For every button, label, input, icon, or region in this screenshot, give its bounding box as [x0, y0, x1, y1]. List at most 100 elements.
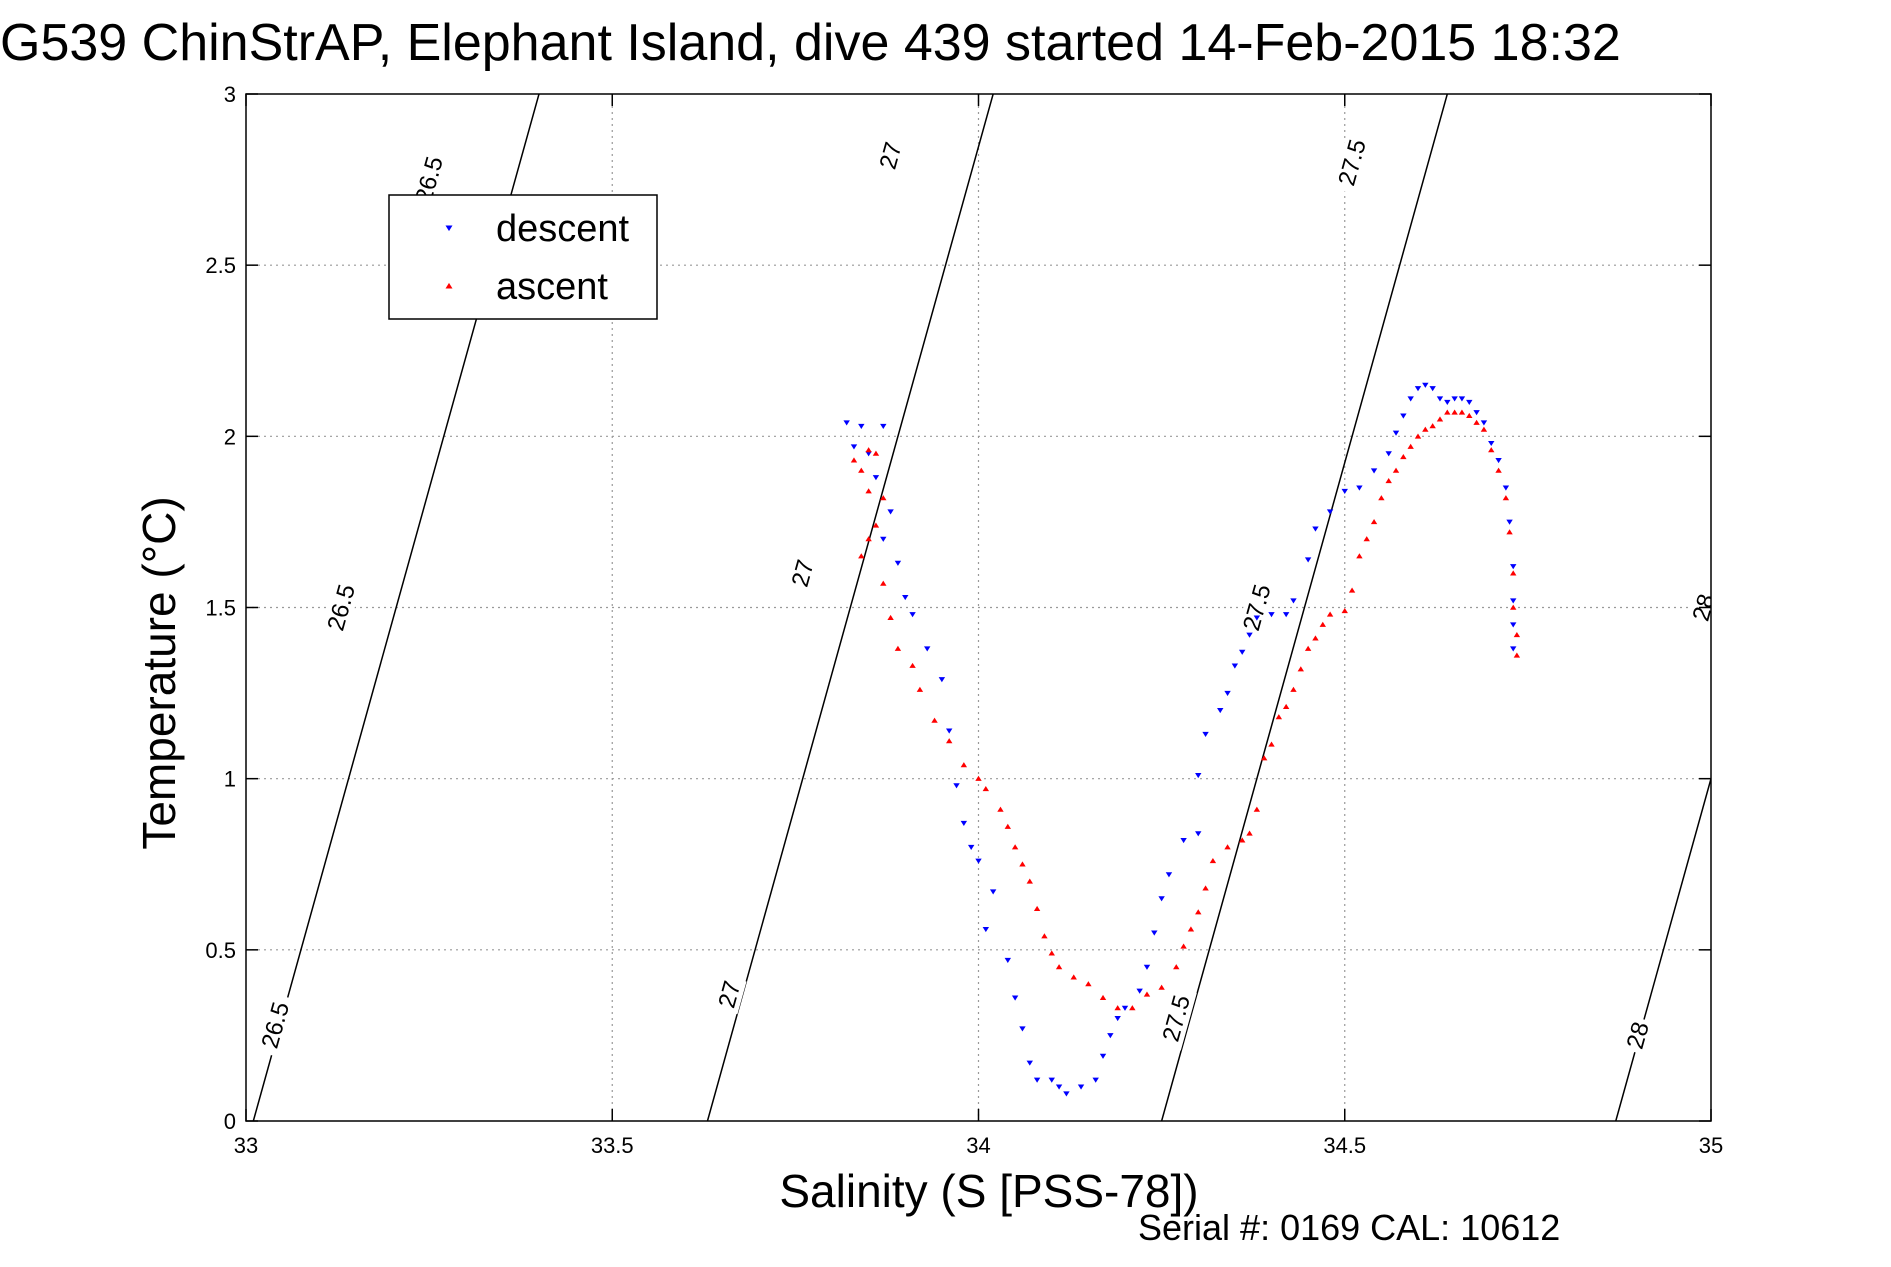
density-contour-28 — [1615, 775, 1711, 1121]
ascent-point — [865, 447, 872, 453]
descent-point — [1121, 1005, 1129, 1011]
ascent-point — [850, 457, 858, 463]
descent-point — [953, 783, 960, 789]
descent-point — [1099, 1053, 1107, 1059]
ascent-point — [887, 614, 894, 621]
ascent-point — [872, 450, 880, 456]
ascent-point — [982, 786, 990, 792]
ascent-point — [909, 662, 916, 668]
descent-point — [902, 594, 909, 601]
descent-point — [1312, 526, 1319, 532]
ascent-point — [1385, 477, 1392, 484]
descent-point — [946, 728, 953, 734]
descent-point — [1077, 1084, 1085, 1090]
x-tick-label: 33.5 — [591, 1133, 634, 1158]
ascent-point — [1506, 529, 1513, 535]
descent-point — [1407, 396, 1414, 402]
density-label-bg — [320, 575, 362, 640]
ascent-point — [1202, 885, 1209, 891]
descent-point — [1356, 485, 1363, 491]
legend-marker-descent-shape — [445, 225, 453, 232]
ascent-point — [1275, 714, 1283, 720]
ascent-point — [1407, 443, 1414, 449]
descent-point — [1510, 646, 1517, 652]
descent-point — [1143, 964, 1151, 970]
descent-point — [938, 677, 946, 683]
descent-point — [1480, 420, 1488, 426]
ascent-point — [1048, 950, 1055, 956]
density-label-bg — [1236, 575, 1278, 640]
ascent-point — [1444, 409, 1451, 415]
ascent-point — [1260, 755, 1268, 761]
descent-point — [1224, 690, 1231, 696]
x-tick-label: 33 — [234, 1133, 258, 1158]
descent-point — [1451, 396, 1458, 402]
x-axis-label: Salinity (S [PSS-78]) — [779, 1165, 1198, 1217]
descent-point — [1253, 615, 1261, 621]
descent-point — [1195, 831, 1202, 837]
descent-point — [1151, 930, 1158, 936]
ascent-point — [1209, 857, 1217, 864]
descent-point — [909, 612, 916, 618]
descent-point — [1400, 413, 1407, 419]
chart-title: G539 ChinStrAP, Elephant Island, dive 43… — [0, 14, 1621, 72]
ascent-point — [946, 738, 953, 744]
legend-marker-ascent-shape — [445, 282, 453, 289]
x-tick-label: 34 — [966, 1133, 990, 1158]
descent-point — [1510, 564, 1517, 570]
y-tick-label: 3 — [224, 82, 236, 107]
ascent-point — [1011, 844, 1019, 850]
ascent-point — [880, 495, 887, 501]
descent-point — [1414, 386, 1422, 392]
ascent-point — [1180, 943, 1187, 949]
descent-point — [1217, 707, 1224, 714]
descent-point — [1370, 468, 1378, 474]
series-ascent — [850, 409, 1521, 1011]
descent-point — [880, 536, 887, 542]
descent-point — [1195, 773, 1202, 779]
y-axis-label: Temperature (°C) — [133, 496, 185, 849]
ascent-point — [1363, 536, 1370, 542]
ascent-point — [1004, 823, 1011, 829]
descent-point — [1268, 612, 1275, 618]
ascent-point — [1268, 741, 1275, 747]
density-label-bg — [1331, 130, 1373, 195]
legend-label-ascent: ascent — [496, 266, 608, 308]
descent-point — [1107, 1033, 1114, 1039]
descent-point — [1114, 1016, 1121, 1022]
ascent-point — [1033, 905, 1041, 911]
descent-point — [1011, 995, 1019, 1001]
descent-point — [960, 820, 968, 827]
descent-point — [894, 560, 902, 566]
y-tick-label: 1 — [224, 767, 236, 792]
ascent-point — [1195, 909, 1202, 915]
descent-point — [1392, 430, 1400, 436]
descent-point — [872, 475, 880, 481]
ascent-point — [997, 806, 1004, 812]
density-label-bg — [712, 974, 747, 1015]
ascent-point — [1055, 964, 1063, 970]
descent-point — [1385, 451, 1392, 457]
descent-point — [850, 444, 858, 450]
ascent-point — [1173, 964, 1180, 970]
ascent-point — [1370, 519, 1378, 525]
ascent-point — [1297, 666, 1304, 672]
ascent-point — [1392, 467, 1400, 473]
ascent-point — [1246, 830, 1253, 836]
ascent-point — [1502, 495, 1510, 501]
ascent-point — [1356, 553, 1363, 559]
descent-point — [858, 423, 865, 429]
ascent-point — [872, 522, 880, 528]
ascent-point — [1400, 453, 1407, 460]
legend-marker-ascent — [445, 282, 453, 289]
descent-point — [1422, 382, 1429, 388]
descent-point — [1055, 1084, 1063, 1090]
y-tick-label: 2 — [224, 424, 236, 449]
ascent-point — [1480, 426, 1488, 432]
ascent-point — [1513, 632, 1521, 638]
descent-point — [1282, 612, 1290, 618]
descent-point — [1063, 1091, 1070, 1097]
descent-point — [1502, 485, 1510, 491]
legend: descent ascent — [388, 194, 658, 320]
